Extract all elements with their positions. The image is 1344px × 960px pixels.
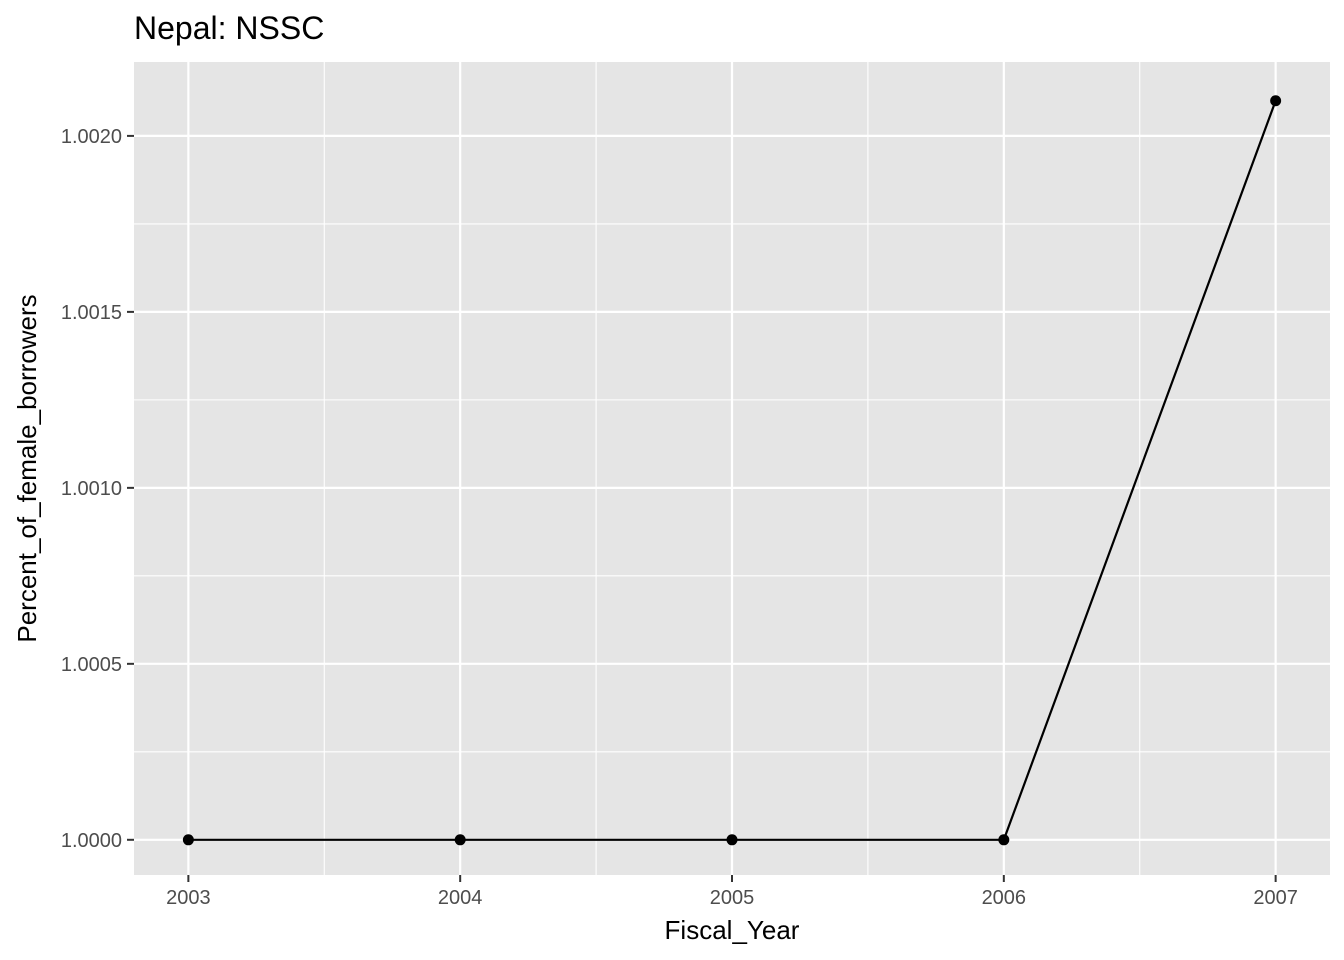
x-axis-title: Fiscal_Year — [665, 915, 800, 945]
x-tick-label: 2006 — [982, 887, 1027, 909]
y-tick-label: 1.0000 — [61, 830, 122, 852]
y-tick-label: 1.0010 — [61, 478, 122, 500]
x-axis: 2003 2004 2005 2006 2007 — [166, 875, 1298, 909]
x-tick-label: 2004 — [438, 887, 483, 909]
data-point — [182, 834, 194, 846]
chart-title: Nepal: NSSC — [134, 10, 324, 46]
y-tick-label: 1.0020 — [61, 126, 122, 148]
data-point — [454, 834, 466, 846]
x-tick-label: 2007 — [1253, 887, 1298, 909]
data-point — [1270, 95, 1282, 107]
x-tick-label: 2003 — [166, 887, 211, 909]
y-tick-label: 1.0005 — [61, 654, 122, 676]
data-point — [998, 834, 1010, 846]
y-axis: 1.0000 1.0005 1.0010 1.0015 1.0020 — [61, 126, 134, 852]
data-point — [726, 834, 738, 846]
y-tick-label: 1.0015 — [61, 302, 122, 324]
x-tick-label: 2005 — [710, 887, 755, 909]
y-axis-title: Percent_of_female_borrowers — [12, 294, 42, 642]
series-layer — [182, 95, 1282, 846]
